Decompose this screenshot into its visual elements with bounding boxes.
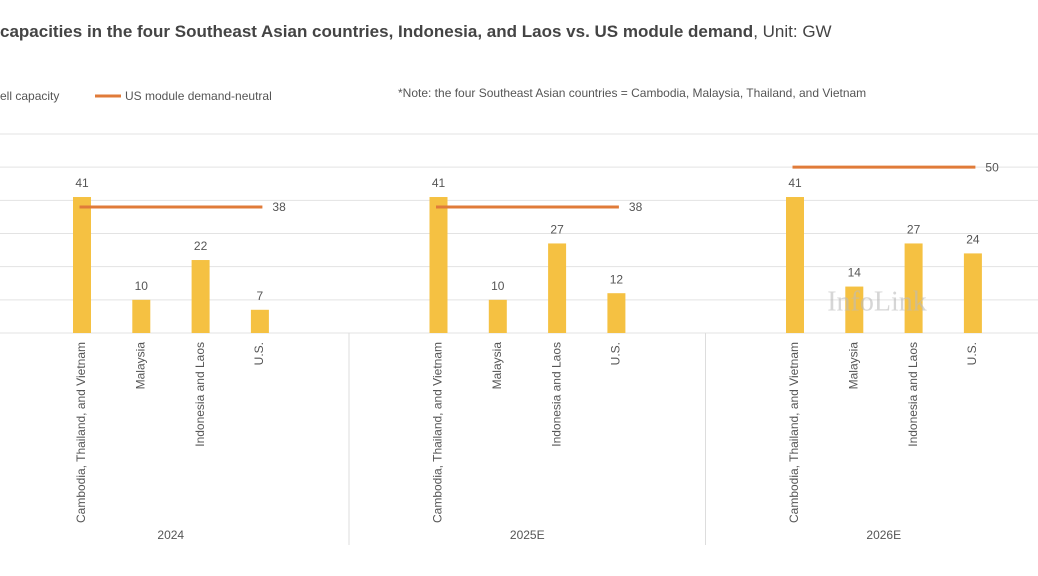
x-tick-label: U.S.	[609, 342, 623, 365]
x-tick-label: Cambodia, Thailand, and Vietnam	[74, 342, 88, 523]
x-tick-label: U.S.	[965, 342, 979, 365]
x-tick-label: Malaysia	[133, 342, 147, 390]
bar	[904, 243, 923, 333]
x-tick-label: Malaysia	[490, 342, 504, 390]
watermark: InfoLink	[827, 286, 927, 317]
bar	[250, 309, 269, 333]
group-label: 2026E	[866, 528, 901, 542]
bar	[488, 299, 507, 333]
value-label: 27	[907, 223, 921, 237]
bar	[191, 260, 210, 333]
note: *Note: the four Southeast Asian countrie…	[398, 86, 866, 100]
bar	[607, 293, 626, 333]
value-label: 10	[135, 279, 149, 293]
bar	[548, 243, 567, 333]
value-label: 14	[848, 266, 862, 280]
x-tick-label: Indonesia and Laos	[193, 342, 207, 447]
bar	[963, 253, 982, 333]
value-label: 22	[194, 239, 208, 253]
title-unit: , Unit: GW	[753, 22, 831, 41]
value-label: 24	[966, 233, 980, 247]
value-label: 12	[610, 272, 624, 286]
group-label: 2024	[157, 528, 184, 542]
bar	[73, 197, 91, 333]
value-label: 41	[432, 176, 446, 190]
legend-label: ell capacity	[0, 89, 59, 103]
value-label: 27	[550, 223, 564, 237]
value-label: 10	[491, 279, 505, 293]
legend-label: US module demand-neutral	[125, 89, 272, 103]
value-label: 41	[788, 176, 802, 190]
group-label: 2025E	[510, 528, 545, 542]
x-tick-label: Cambodia, Thailand, and Vietnam	[787, 342, 801, 523]
value-label: 41	[75, 176, 89, 190]
x-tick-label: Indonesia and Laos	[549, 342, 563, 447]
bar	[429, 197, 448, 333]
chart-title: capacities in the four Southeast Asian c…	[0, 22, 832, 41]
bar	[132, 299, 151, 333]
title-main: capacities in the four Southeast Asian c…	[0, 22, 753, 41]
bar	[786, 197, 804, 333]
demand-label: 38	[629, 200, 643, 214]
x-tick-label: Indonesia and Laos	[906, 342, 920, 447]
demand-label: 38	[272, 200, 286, 214]
x-tick-label: U.S.	[252, 342, 266, 365]
value-label: 7	[257, 289, 264, 303]
demand-label: 50	[985, 160, 999, 174]
bar	[845, 286, 864, 333]
x-tick-label: Cambodia, Thailand, and Vietnam	[431, 342, 445, 523]
x-tick-label: Malaysia	[846, 342, 860, 390]
